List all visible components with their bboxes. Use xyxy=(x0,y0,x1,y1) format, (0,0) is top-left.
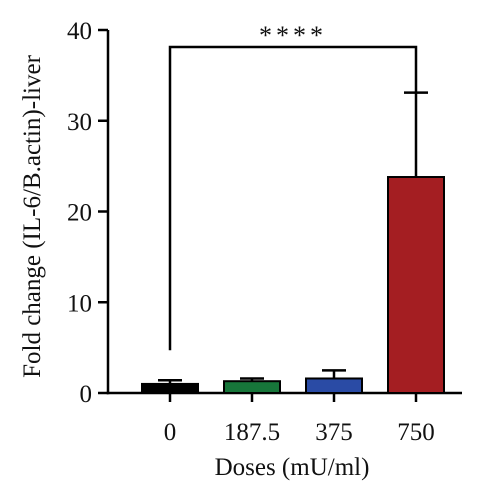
y-axis-label: Fold change (IL-6/B.actin)-liver xyxy=(19,54,46,377)
y-tick-label: 20 xyxy=(67,200,92,227)
x-tick-label: 0 xyxy=(164,419,177,446)
y-tick-label: 0 xyxy=(80,381,93,408)
x-axis-label: Doses (mU/ml) xyxy=(215,454,370,481)
plot-area: 0 10 20 30 40 0 187.5 375 750 xyxy=(67,18,462,446)
bar-0 xyxy=(141,382,199,394)
x-tick-label: 187.5 xyxy=(224,419,280,446)
significance-label: **** xyxy=(259,21,327,50)
x-tick-label: 375 xyxy=(315,419,353,446)
y-tick-label: 10 xyxy=(67,290,92,317)
significance-bracket xyxy=(168,45,418,351)
bar-750 xyxy=(387,176,445,394)
y-tick-label: 30 xyxy=(67,109,92,136)
x-tick-label: 750 xyxy=(397,419,435,446)
bar-187.5 xyxy=(223,380,281,395)
bar-375 xyxy=(305,377,363,395)
y-tick-label: 40 xyxy=(67,18,92,45)
